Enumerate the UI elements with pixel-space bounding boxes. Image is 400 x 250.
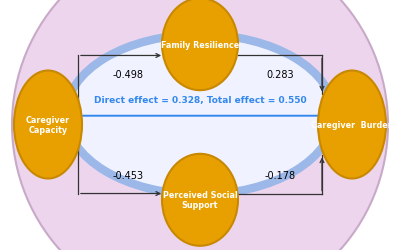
Text: Caregiver  Burden: Caregiver Burden [311,120,393,130]
Ellipse shape [66,35,334,195]
Text: Perceived Social
Support: Perceived Social Support [163,190,237,210]
Text: -0.453: -0.453 [112,170,144,180]
Ellipse shape [12,0,388,250]
Text: Caregiver
Capacity: Caregiver Capacity [26,115,70,135]
Ellipse shape [318,71,386,179]
Ellipse shape [14,71,82,179]
Ellipse shape [162,154,238,246]
Text: Family Resilience: Family Resilience [161,40,239,50]
Ellipse shape [162,0,238,91]
Text: -0.498: -0.498 [112,70,144,80]
Text: -0.178: -0.178 [264,170,296,180]
Text: 0.283: 0.283 [266,70,294,80]
Text: Direct effect = 0.328, Total effect = 0.550: Direct effect = 0.328, Total effect = 0.… [94,96,306,104]
